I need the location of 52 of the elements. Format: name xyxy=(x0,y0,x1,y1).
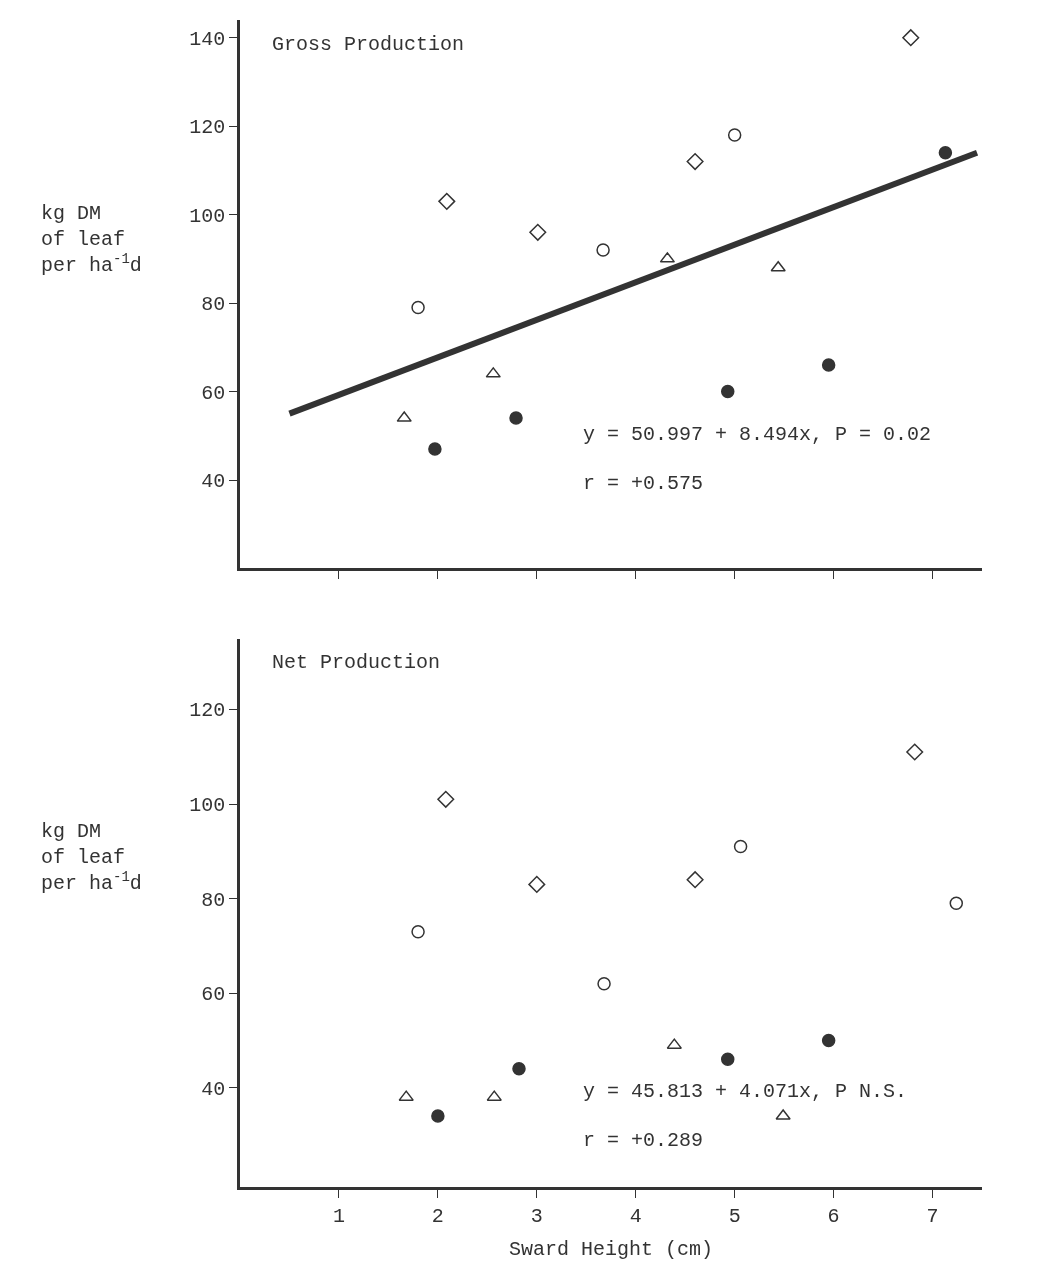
point xyxy=(770,260,786,272)
y-tick-label: 60 xyxy=(201,381,226,405)
y-axis-title: kg DM of leaf per ha$^{-1}$d xyxy=(41,820,142,895)
x-tick-label: 3 xyxy=(530,1204,543,1228)
y-tick-label: 40 xyxy=(201,470,226,494)
point xyxy=(411,300,425,315)
point xyxy=(906,743,924,761)
point xyxy=(431,1109,445,1123)
point xyxy=(727,128,742,142)
annotation: r = +0.575 xyxy=(583,472,704,495)
text: Net Production xyxy=(272,651,441,674)
point xyxy=(938,145,953,160)
point xyxy=(721,1052,735,1067)
point xyxy=(437,790,455,808)
y-tick-label: 100 xyxy=(189,204,226,228)
annotation: r = +0.289 xyxy=(583,1129,704,1152)
point xyxy=(733,839,748,854)
x-tick-label: 6 xyxy=(827,1204,840,1228)
point xyxy=(686,153,704,171)
y-tick-label: 120 xyxy=(189,116,226,140)
point xyxy=(512,1062,526,1076)
y-tick-label: 80 xyxy=(201,888,226,912)
x-tick-label: 4 xyxy=(629,1204,642,1228)
x-tick-label: 7 xyxy=(926,1204,939,1228)
y-tick-label: 140 xyxy=(189,27,226,51)
text: Gross Production xyxy=(272,33,465,56)
point xyxy=(721,384,735,399)
point xyxy=(949,896,964,911)
point xyxy=(438,192,456,210)
annotation: y = 50.997 + 8.494x, P = 0.02 xyxy=(583,423,932,446)
x-tick-label: 2 xyxy=(431,1204,444,1228)
y-axis-title: kg DM of leaf per ha$^{-1}$d xyxy=(41,202,142,277)
y-tick-label: 80 xyxy=(201,293,226,317)
x-tick-label: 5 xyxy=(728,1204,741,1228)
x-axis-title: Sward Height (cm) xyxy=(508,1238,714,1262)
point xyxy=(411,924,425,939)
y-tick-label: 60 xyxy=(201,983,226,1007)
point xyxy=(528,875,546,893)
point xyxy=(529,223,547,241)
point xyxy=(686,871,704,889)
y-tick-label: 120 xyxy=(189,699,226,723)
y-tick-label: 100 xyxy=(189,794,226,817)
point xyxy=(821,1033,836,1048)
point xyxy=(821,358,836,372)
x-tick-label: 1 xyxy=(332,1204,345,1228)
point xyxy=(428,442,442,456)
point xyxy=(597,976,611,991)
point xyxy=(902,29,920,47)
point xyxy=(596,243,610,257)
point xyxy=(509,411,523,425)
y-tick-label: 40 xyxy=(201,1077,226,1101)
annotation: y = 45.813 + 4.071x, P N.S. xyxy=(583,1080,908,1103)
